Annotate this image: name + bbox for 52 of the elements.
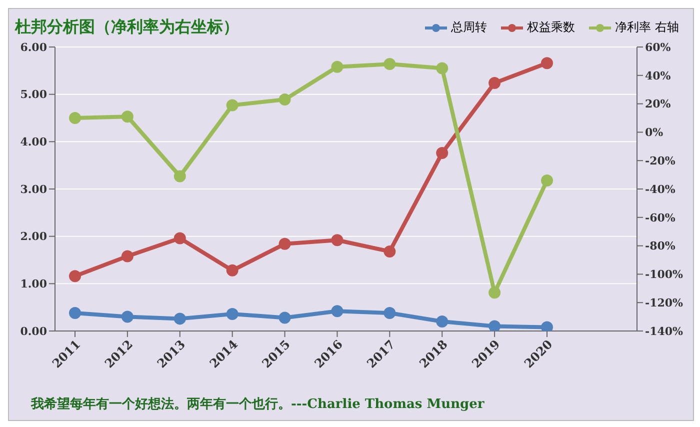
point	[226, 264, 238, 276]
point	[278, 238, 291, 250]
y2-tick-label: -100%	[645, 268, 684, 282]
y2-tick-label: -40%	[645, 182, 676, 196]
y2-tick-label: 0%	[645, 126, 664, 140]
point	[121, 250, 134, 262]
point	[331, 60, 344, 73]
y2-tick-label: -140%	[645, 324, 684, 338]
legend-label: 权益乘数	[526, 19, 576, 36]
point	[174, 232, 186, 244]
point	[226, 308, 238, 320]
legend-label: 总周转	[450, 19, 488, 36]
y2-tick-label: 60%	[645, 40, 672, 54]
point	[436, 316, 448, 328]
y2-tick-label: 20%	[645, 98, 672, 111]
point	[384, 245, 396, 258]
point	[226, 99, 238, 112]
point	[384, 58, 396, 70]
point	[69, 112, 81, 124]
y-tick-label: 4.00	[20, 136, 48, 149]
point	[174, 312, 186, 325]
y2-tick-label: -80%	[645, 240, 676, 253]
chart-title: 杜邦分析图（净利率为右坐标）	[15, 17, 239, 38]
point	[436, 147, 448, 160]
point	[121, 110, 134, 123]
y2-tick-label: -60%	[645, 211, 676, 224]
y2-tick-label: 40%	[645, 69, 672, 82]
point	[331, 305, 344, 318]
point	[541, 57, 553, 70]
y-tick-label: 5.00	[20, 88, 48, 102]
y2-tick-label: -120%	[645, 296, 684, 310]
point	[541, 174, 553, 186]
text: 我希望每年有一个好想法。两年有一个也行。---Charlie Thomas Munger	[31, 396, 484, 413]
point	[488, 286, 501, 299]
y-tick-label: 1.00	[20, 278, 48, 291]
y2-tick-label: -20%	[645, 154, 676, 168]
y-tick-label: 0.00	[20, 324, 48, 338]
point	[278, 312, 291, 324]
y-tick-label: 2.00	[20, 230, 48, 244]
legend-label: 净利率 右轴	[614, 19, 679, 36]
point	[69, 307, 81, 320]
y-tick-label: 6.00	[20, 40, 48, 54]
point	[436, 62, 448, 74]
point	[331, 234, 344, 246]
point	[384, 307, 396, 320]
point	[488, 76, 501, 89]
y-tick-label: 3.00	[20, 182, 48, 196]
point	[488, 320, 501, 331]
point	[121, 310, 134, 323]
point	[174, 170, 186, 182]
point	[278, 94, 291, 106]
point	[69, 270, 81, 282]
